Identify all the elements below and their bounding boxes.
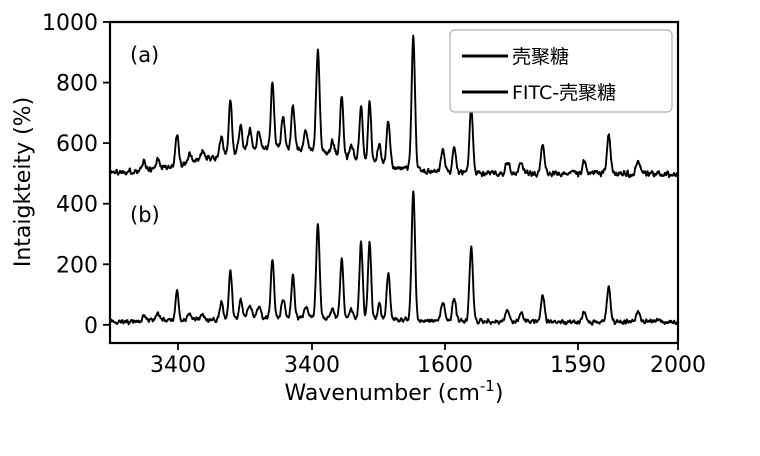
y-tick-label: 0	[84, 314, 98, 339]
x-axis-title: Wavenumber (cm-1)	[285, 377, 504, 406]
x-tick-marks	[177, 343, 679, 350]
legend[interactable]: 壳聚糖 FITC-壳聚糖	[449, 29, 673, 113]
x-axis-title-superscript: -1	[480, 377, 495, 395]
x-tick-label: 2000	[650, 353, 706, 378]
panel-label: (b)	[130, 203, 160, 227]
x-tick-label: 3400	[284, 353, 340, 378]
y-tick-label: 1000	[42, 11, 98, 36]
x-tick-labels: 3400 3400 1600 1590 2000	[150, 353, 706, 378]
legend-label: FITC-壳聚糖	[512, 82, 616, 104]
panel-labels: (a) (b)	[130, 43, 160, 227]
x-axis-title-main: Wavenumber (cm	[285, 381, 480, 406]
panel-label: (a)	[130, 43, 159, 67]
y-tick-marks	[103, 21, 110, 326]
spectral-traces	[111, 34, 677, 326]
y-tick-label: 400	[56, 193, 98, 218]
y-tick-label: 200	[56, 253, 98, 278]
legend-entries: 壳聚糖 FITC-壳聚糖	[462, 46, 616, 104]
legend-label: 壳聚糖	[512, 46, 569, 68]
x-tick-label: 1590	[550, 353, 606, 378]
y-tick-labels: 0 200 400 600 800 1000	[42, 11, 98, 339]
spectrum-line-b	[111, 190, 677, 326]
x-axis-title-tail: )	[495, 381, 504, 406]
x-tick-label: 3400	[150, 353, 206, 378]
spectrum-line-a	[111, 34, 677, 179]
x-tick-label: 1600	[417, 353, 473, 378]
y-axis-title: Intaigkteity (%)	[11, 97, 36, 267]
y-tick-label: 800	[56, 72, 98, 97]
y-tick-label: 600	[56, 132, 98, 157]
